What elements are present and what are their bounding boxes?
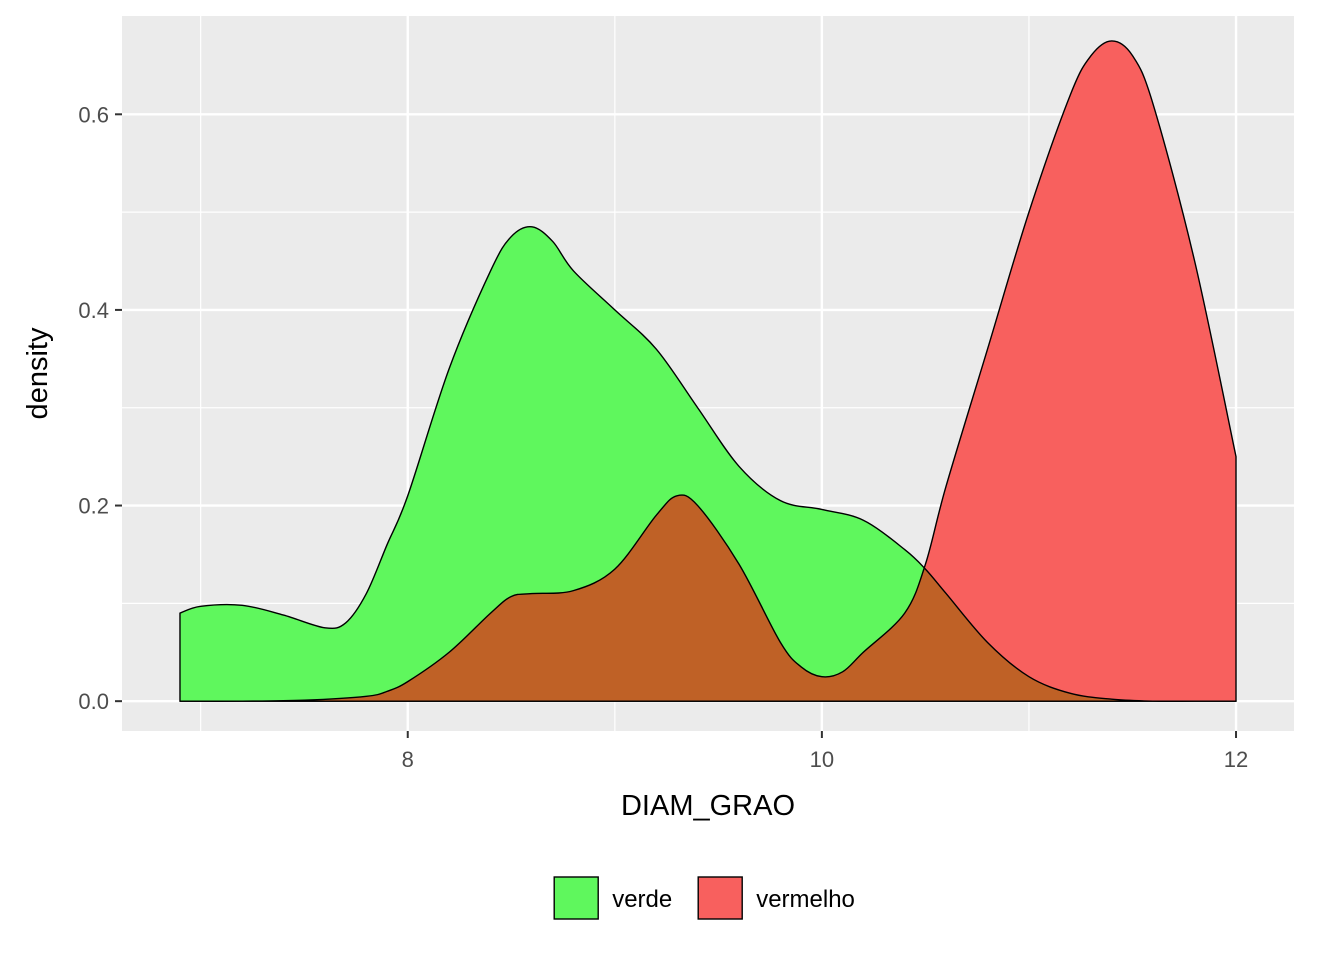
density-area-verde <box>179 226 1237 702</box>
x-tick-label: 12 <box>1224 747 1248 772</box>
y-tick-label: 0.6 <box>78 102 109 127</box>
y-axis-title: density <box>22 327 54 419</box>
legend-key-vermelho <box>697 876 743 920</box>
y-tick-label: 0.0 <box>78 689 109 714</box>
density-areas <box>179 40 1237 703</box>
legend: verde vermelho <box>553 876 855 920</box>
density-outline-vermelho <box>179 40 1237 702</box>
x-axis: 8 10 12 <box>402 731 1248 772</box>
legend-label-vermelho: vermelho <box>756 886 855 913</box>
density-area-vermelho <box>179 40 1237 702</box>
legend-label-verde: verde <box>612 886 672 913</box>
x-tick-label: 10 <box>810 747 834 772</box>
legend-key-verde <box>553 876 599 920</box>
y-tick-label: 0.2 <box>78 494 109 519</box>
x-tick-label: 8 <box>402 747 414 772</box>
x-axis-title: DIAM_GRAO <box>621 790 795 822</box>
y-tick-label: 0.4 <box>78 298 109 323</box>
y-axis: 0.0 0.2 0.4 0.6 <box>78 102 122 714</box>
density-outline-verde <box>179 225 1237 703</box>
